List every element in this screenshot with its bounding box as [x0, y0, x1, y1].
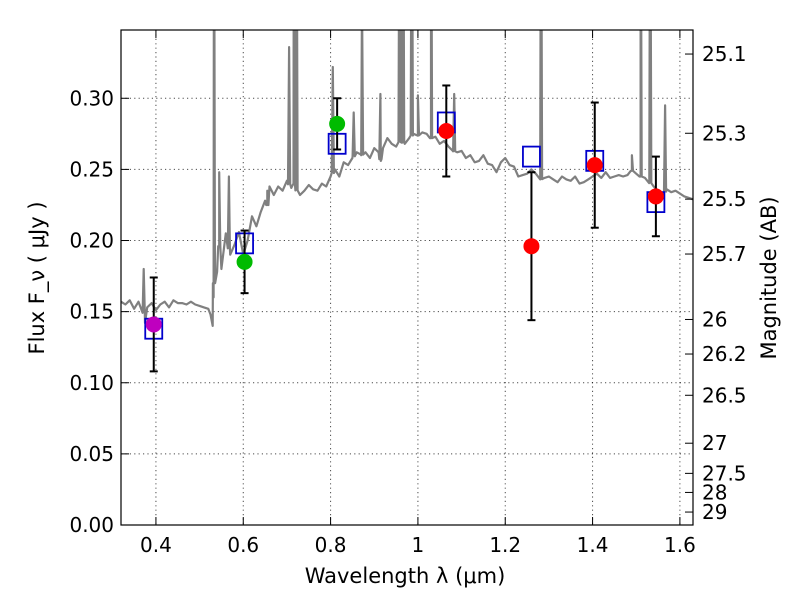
y-tick-label: 0.00: [69, 513, 114, 537]
mag-tick-label: 26: [702, 307, 727, 331]
y-axis-label-text: Flux F_ν ( μJy ): [25, 201, 50, 354]
y-axis-right-label: Magnitude (AB): [757, 196, 781, 359]
photometry-point: [523, 238, 540, 255]
mag-tick-label: 26.2: [702, 342, 747, 366]
y-tick-label: 0.10: [69, 371, 114, 395]
mag-tick-label: 25.3: [702, 121, 747, 145]
photometry-point: [329, 115, 346, 132]
mag-tick-label: 29: [702, 500, 727, 524]
x-tick-label: 0.6: [227, 533, 259, 557]
x-tick-label: 0.4: [140, 533, 172, 557]
photometry-point: [236, 253, 253, 270]
x-axis-label: Wavelength λ (μm): [305, 564, 506, 588]
photometry-point: [586, 157, 603, 174]
photometry-point: [647, 188, 664, 205]
x-tick-label: 0.8: [315, 533, 347, 557]
mag-tick-label: 25.1: [702, 42, 747, 66]
mag-tick-label: 28: [702, 480, 727, 504]
model-square-marker: [522, 145, 541, 168]
mag-tick-label: 27.5: [702, 461, 747, 485]
y-tick-label: 0.25: [69, 157, 114, 181]
x-tick-label: 1.4: [577, 533, 609, 557]
plot-area: [121, 30, 693, 373]
y-tick-label: 0.05: [69, 442, 114, 466]
y-axis-label: Flux F_ν ( μJy ): [25, 201, 50, 354]
x-tick-label: 1: [412, 533, 425, 557]
y-tick-label: 0.30: [69, 86, 114, 110]
photometry-point: [145, 316, 162, 333]
y-tick-label: 0.15: [69, 300, 114, 324]
plot-frame: [120, 29, 694, 526]
mag-tick-label: 25.7: [702, 242, 747, 266]
x-tick-label: 1.2: [489, 533, 521, 557]
y-axis-right-label-text: Magnitude (AB): [757, 196, 781, 359]
mag-tick-label: 27: [702, 431, 727, 455]
axes: 0.4 0.6 0.8 1 1.2 1.4 1.6 0.00 0.05 0.10 0.15 0.20 0…: [69, 30, 747, 557]
mag-tick-label: 25.5: [702, 187, 747, 211]
photometry-point: [438, 122, 455, 139]
mag-tick-label: 26.5: [702, 383, 747, 407]
x-tick-label: 1.6: [664, 533, 696, 557]
x-axis-label-text: Wavelength λ (μm): [305, 564, 506, 588]
y-tick-label: 0.20: [69, 229, 114, 253]
